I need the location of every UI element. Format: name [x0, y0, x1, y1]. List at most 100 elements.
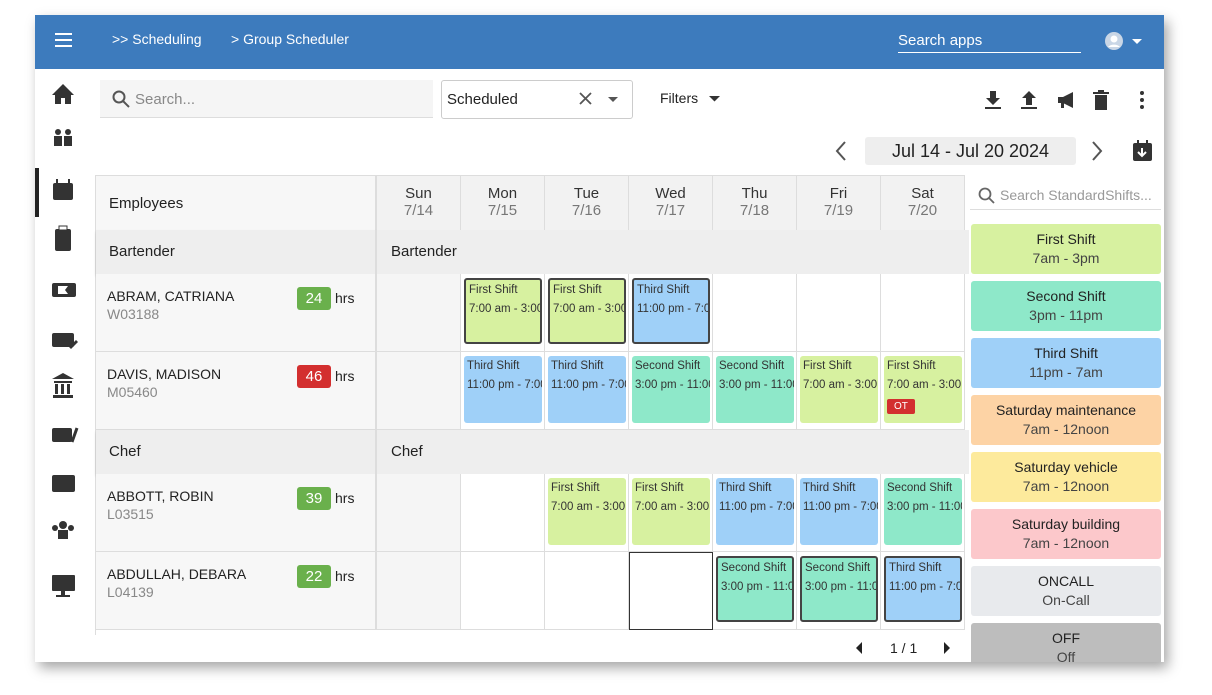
shift-time: 7:00 am - 3:00 pm — [553, 303, 626, 315]
app-search[interactable]: Search apps — [898, 32, 1081, 53]
toolbar-actions[interactable] — [984, 89, 1154, 111]
shift-template[interactable]: Second Shift 3pm - 11pm — [971, 281, 1161, 331]
shift-template[interactable]: Third Shift 11pm - 7am — [971, 338, 1161, 388]
shift-template-time: 7am - 12noon — [1022, 535, 1110, 551]
day-cell[interactable] — [377, 474, 461, 552]
shift-template-name: Saturday maintenance — [995, 402, 1137, 418]
day-header: Sat 7/20 — [881, 176, 965, 230]
schedule-grid: Employees Sun 7/14 Mon 7/15 Tue 7/16 Wed 7/17 Thu… — [95, 175, 969, 635]
prev-week[interactable] — [835, 141, 847, 161]
shift-title: Third Shift — [637, 284, 690, 296]
employees-header: Employees — [96, 176, 377, 230]
shift-template-name: Saturday building — [1011, 516, 1121, 532]
shift-card[interactable]: First Shift 7:00 am - 3:00 pm — [548, 278, 626, 344]
day-cell[interactable] — [713, 274, 797, 352]
shift-card[interactable]: First Shift 7:00 am - 3:00 pm — [464, 278, 542, 344]
shift-title: Third Shift — [803, 482, 856, 494]
shift-time: 3:00 pm - 11:00 pm — [719, 379, 794, 391]
shift-template[interactable]: ONCALL On-Call — [971, 566, 1161, 616]
pager-arrows[interactable] — [855, 641, 955, 655]
shift-title: Second Shift — [721, 562, 787, 574]
hours-unit: hrs — [335, 568, 355, 584]
shift-card[interactable]: Third Shift 11:00 pm - 7:00 am — [632, 278, 710, 344]
shift-title: Second Shift — [887, 482, 953, 494]
shift-template[interactable]: Saturday vehicle 7am - 12noon — [971, 452, 1161, 502]
filters-button[interactable]: Filters — [660, 90, 699, 106]
shift-template[interactable]: First Shift 7am - 3pm — [971, 224, 1161, 274]
day-name: Thu — [741, 185, 768, 202]
employee-id: W03188 — [107, 306, 160, 322]
shift-template-time: On-Call — [1042, 592, 1090, 608]
day-cell[interactable] — [545, 552, 629, 630]
shift-card[interactable]: First Shift 7:00 am - 3:00 pm — [548, 478, 626, 545]
shift-time: 3:00 pm - 11:00 pm — [887, 501, 962, 513]
shift-card[interactable]: Third Shift 11:00 pm - 7:00 am — [800, 478, 878, 545]
day-cell[interactable] — [797, 274, 881, 352]
day-name: Wed — [655, 185, 686, 202]
shift-title: Third Shift — [467, 360, 520, 372]
shift-card[interactable]: Second Shift 3:00 pm - 11:00 pm — [716, 356, 794, 423]
shift-card[interactable]: Third Shift 11:00 pm - 7:00 am — [884, 556, 962, 622]
shift-card[interactable]: Second Shift 3:00 pm - 11:00 pm — [632, 356, 710, 423]
shift-card[interactable]: Second Shift 3:00 pm - 11:00 pm — [800, 556, 878, 622]
shift-time: 3:00 pm - 11:00 pm — [635, 379, 710, 391]
breadcrumb[interactable]: > Group Scheduler — [231, 31, 349, 47]
day-cell[interactable] — [881, 274, 965, 352]
day-cell[interactable] — [377, 352, 461, 430]
next-week[interactable] — [1091, 141, 1103, 161]
employee-name: ABRAM, CATRIANA — [107, 288, 235, 304]
status-select[interactable] — [441, 80, 633, 119]
shift-template[interactable]: Saturday maintenance 7am - 12noon — [971, 395, 1161, 445]
day-name: Fri — [829, 185, 848, 202]
calendar-picker[interactable] — [1132, 139, 1154, 163]
shift-time: 7:00 am - 3:00 pm — [803, 379, 878, 391]
employee-id: L04139 — [107, 584, 154, 600]
day-cell[interactable] — [377, 274, 461, 352]
date-range: Jul 14 - Jul 20 2024 — [891, 141, 1050, 161]
shift-template-time: 7am - 12noon — [1022, 478, 1110, 494]
day-cell[interactable] — [461, 474, 545, 552]
ot-badge: OT — [887, 399, 915, 414]
shift-template-time: 7am - 12noon — [1022, 421, 1110, 437]
shift-card[interactable]: First Shift 7:00 am - 3:00 pm — [800, 356, 878, 423]
day-date: 7/15 — [487, 202, 518, 219]
breadcrumb[interactable]: >> Scheduling — [112, 31, 202, 47]
shift-time: 7:00 am - 3:00 pm — [635, 501, 710, 513]
shift-title: Second Shift — [635, 360, 701, 372]
menu-button[interactable] — [55, 32, 73, 48]
shift-title: Third Shift — [551, 360, 604, 372]
date-range-box[interactable] — [865, 137, 1076, 165]
shift-card[interactable]: Second Shift 3:00 pm - 11:00 pm — [716, 556, 794, 622]
shift-time: 11:00 pm - 7:00 am — [889, 581, 962, 593]
search-icon — [112, 90, 130, 108]
shift-card[interactable]: First Shift 7:00 am - 3:00 pm OT — [884, 356, 962, 423]
shift-title: First Shift — [887, 360, 936, 372]
shift-card[interactable]: Second Shift 3:00 pm - 11:00 pm — [884, 478, 962, 545]
shift-card[interactable]: Third Shift 11:00 pm - 7:00 am — [716, 478, 794, 545]
shift-template[interactable]: Saturday building 7am - 12noon — [971, 509, 1161, 559]
shift-search-placeholder[interactable]: Search StandardShifts... — [1000, 187, 1152, 203]
day-header: Sun 7/14 — [377, 176, 461, 230]
user-menu[interactable] — [1104, 31, 1144, 51]
day-header: Wed 7/17 — [629, 176, 713, 230]
shift-template-time: Off — [1056, 649, 1076, 662]
shift-card[interactable]: First Shift 7:00 am - 3:00 pm — [632, 478, 710, 545]
select-controls[interactable] — [578, 92, 623, 106]
side-nav[interactable] — [49, 79, 79, 609]
day-cell[interactable] — [629, 552, 713, 630]
search-placeholder: Search... — [135, 91, 196, 108]
day-cell[interactable] — [461, 552, 545, 630]
day-name: Tue — [573, 185, 600, 202]
shift-search[interactable] — [970, 180, 1161, 210]
employee-id: L03515 — [107, 506, 154, 522]
shift-time: 7:00 am - 3:00 pm — [469, 303, 542, 315]
pager-status: 1 / 1 — [890, 640, 918, 656]
shift-card[interactable]: Third Shift 11:00 pm - 7:00 am — [464, 356, 542, 423]
day-cell[interactable] — [377, 552, 461, 630]
group-row: Chef — [377, 430, 969, 474]
search-box[interactable] — [100, 80, 433, 118]
hours-unit: hrs — [335, 290, 355, 306]
shift-template[interactable]: OFF Off — [971, 623, 1161, 662]
filters-arrow[interactable] — [708, 95, 722, 103]
shift-card[interactable]: Third Shift 11:00 pm - 7:00 am — [548, 356, 626, 423]
